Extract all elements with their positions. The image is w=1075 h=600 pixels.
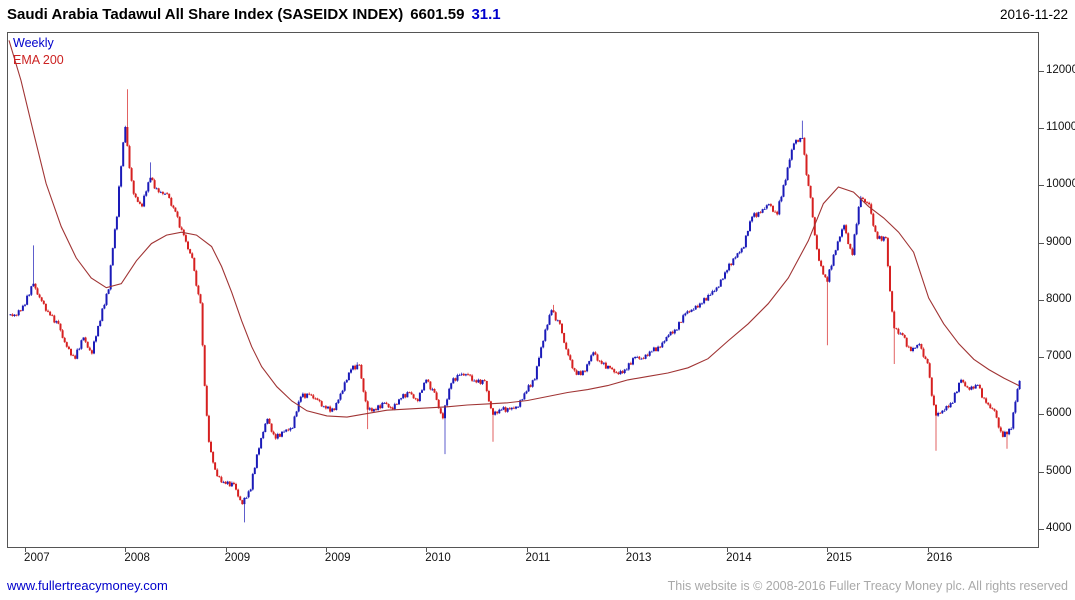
y-tick-mark bbox=[1039, 185, 1044, 187]
candles-down-bodies bbox=[11, 127, 1008, 505]
index-name: Saudi Arabia Tadawul All Share Index (SA… bbox=[7, 6, 404, 23]
chart-date: 2016-11-22 bbox=[999, 7, 1068, 22]
x-tick-label: 2013 bbox=[625, 552, 652, 564]
x-tick-mark bbox=[927, 548, 929, 552]
x-tick-label: 2016 bbox=[926, 552, 953, 564]
index-last-price: 6601.59 bbox=[410, 6, 465, 23]
y-tick-mark bbox=[1039, 242, 1044, 244]
chart-title: Saudi Arabia Tadawul All Share Index (SA… bbox=[7, 6, 501, 23]
y-tick-label: 5000 bbox=[1046, 464, 1072, 477]
x-tick-mark bbox=[727, 548, 729, 552]
site-link[interactable]: www.fullertreacymoney.com bbox=[7, 578, 168, 593]
x-tick-mark bbox=[526, 548, 528, 552]
y-tick-label: 6000 bbox=[1046, 407, 1072, 420]
y-tick-mark bbox=[1039, 414, 1044, 416]
x-tick-mark bbox=[125, 548, 127, 552]
x-tick-label: 2014 bbox=[726, 552, 752, 564]
x-tick-label: 2008 bbox=[124, 552, 150, 564]
x-tick-label: 2015 bbox=[826, 552, 852, 564]
x-tick-mark bbox=[25, 548, 27, 552]
y-tick-label: 9000 bbox=[1046, 235, 1072, 248]
y-tick-mark bbox=[1039, 299, 1044, 301]
x-tick-label: 2011 bbox=[525, 552, 551, 564]
copyright-text: This website is © 2008-2016 Fuller Treac… bbox=[667, 579, 1068, 593]
candles-down-wicks bbox=[12, 89, 1008, 505]
y-tick-mark bbox=[1039, 471, 1044, 473]
x-tick-label: 2007 bbox=[24, 552, 50, 564]
y-tick-label: 8000 bbox=[1046, 292, 1072, 305]
x-tick-mark bbox=[325, 548, 327, 552]
x-tick-mark bbox=[626, 548, 628, 552]
x-tick-mark bbox=[827, 548, 829, 552]
plot-frame: Weekly EMA 200 bbox=[7, 32, 1039, 548]
y-tick-label: 7000 bbox=[1046, 350, 1072, 363]
candles-up-bodies bbox=[9, 127, 1021, 505]
x-tick-label: 2009 bbox=[224, 552, 251, 564]
y-tick-label: 11000 bbox=[1046, 121, 1075, 134]
y-tick-mark bbox=[1039, 528, 1044, 530]
y-tick-mark bbox=[1039, 357, 1044, 359]
chart-svg bbox=[8, 40, 1021, 523]
y-tick-label: 4000 bbox=[1046, 521, 1072, 534]
y-tick-mark bbox=[1039, 128, 1044, 130]
ema-line bbox=[8, 40, 1020, 418]
legend-timeframe: Weekly bbox=[13, 36, 54, 50]
x-tick-mark bbox=[426, 548, 428, 552]
x-tick-mark bbox=[225, 548, 227, 552]
legend-ema-200: EMA 200 bbox=[13, 53, 64, 67]
y-tick-label: 12000 bbox=[1046, 63, 1075, 76]
y-tick-mark bbox=[1039, 70, 1044, 72]
index-change: 31.1 bbox=[471, 6, 501, 23]
x-tick-label: 2010 bbox=[425, 552, 451, 564]
y-tick-label: 10000 bbox=[1046, 178, 1075, 191]
candles-up-wicks bbox=[10, 120, 1020, 523]
x-tick-label: 2009 bbox=[324, 552, 351, 564]
